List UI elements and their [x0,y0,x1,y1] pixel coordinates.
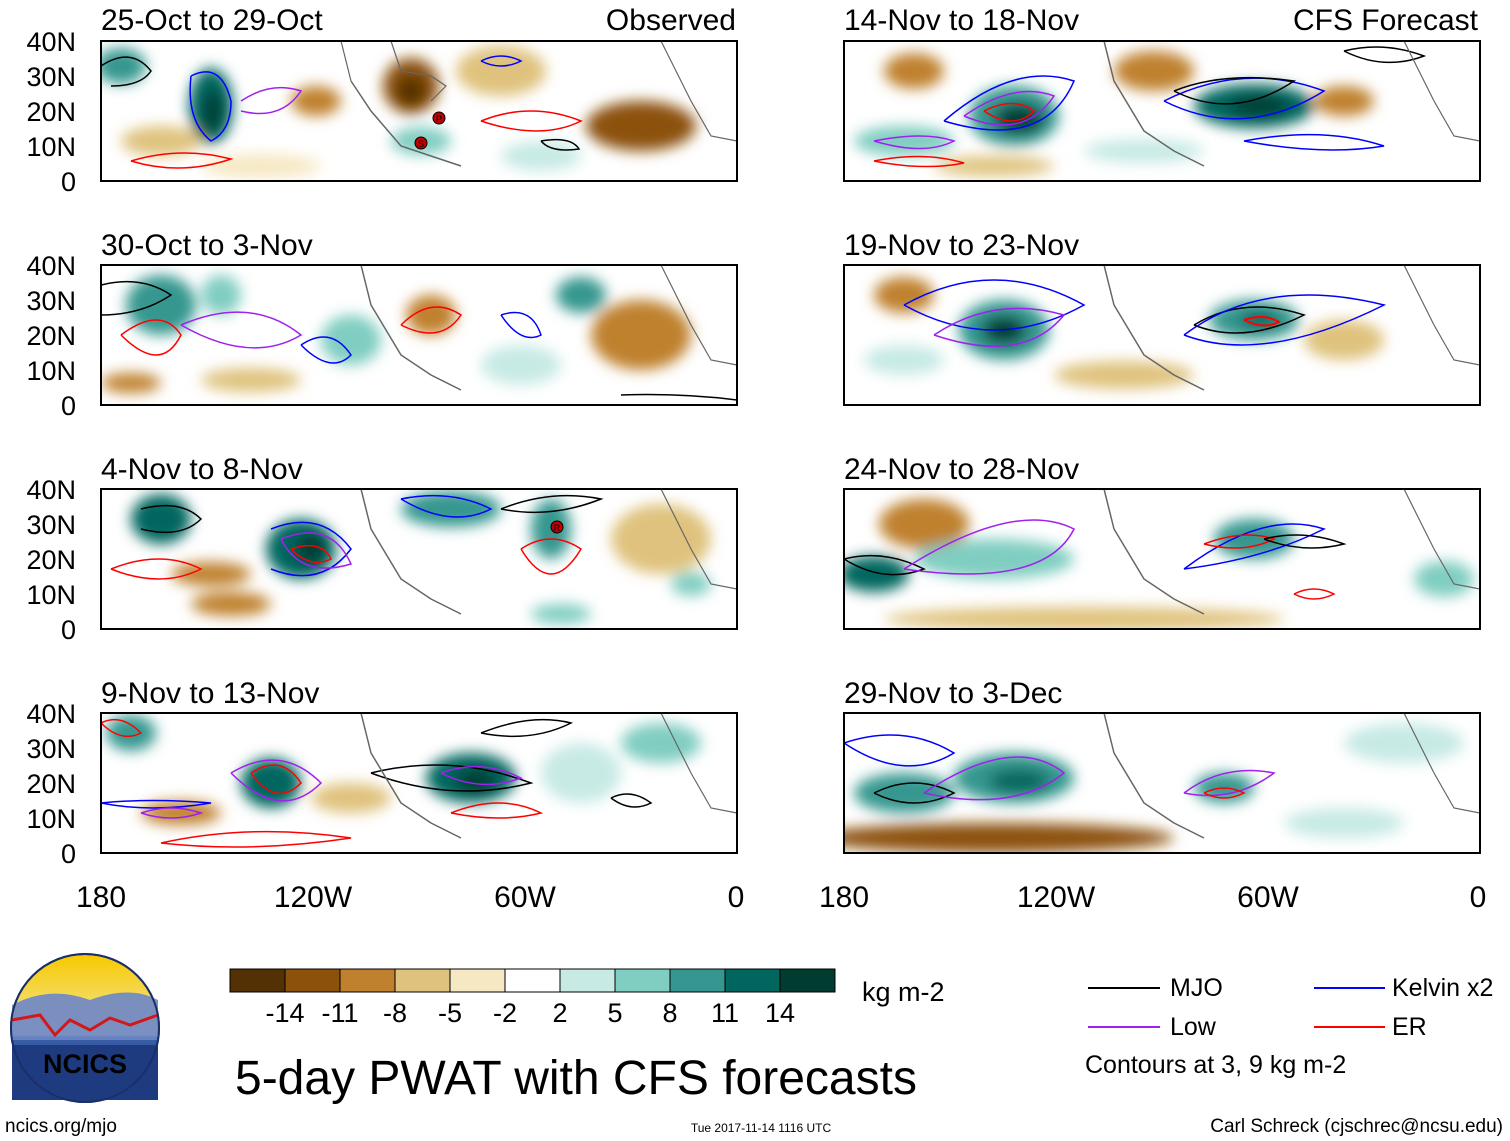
colorbar-swatch [559,968,616,993]
panel-obs2-title: 30-Oct to 3-Nov [101,229,313,262]
colorbar-label: -11 [321,998,358,1028]
colorbar-swatch [394,968,451,993]
colorbar-units: kg m-2 [862,977,945,1007]
colorbar-swatch [449,968,506,993]
colorbar-label: -8 [383,998,407,1028]
lat-tick: 30N [26,62,76,92]
lon-axis-left: 180 120W 60W 0 [76,881,744,914]
legend: MJO Kelvin x2 Low ER Contours at 3, 9 kg… [1085,974,1493,1079]
colorbar-swatch [724,968,781,993]
colorbar-label: 8 [662,998,677,1028]
lat-axis-obs4: 40N 30N 20N 10N 0 [26,699,76,869]
figure-title: 5-day PWAT with CFS forecasts [235,1052,917,1105]
forecast-label: CFS Forecast [1293,4,1479,37]
colorbar-swatch [614,968,671,993]
lon-tick: 0 [728,881,745,914]
lon-tick: 120W [274,881,353,914]
lon-tick: 60W [1237,881,1299,914]
colorbar-swatch [339,968,396,993]
colorbar-label: -2 [493,998,517,1028]
lat-tick: 20N [26,321,76,351]
lat-axis-obs3: 40N 30N 20N 10N 0 [26,475,76,645]
colorbar-swatch [669,968,726,993]
panel-obs1: P S [100,40,738,182]
lat-tick: 10N [26,132,76,162]
panel-fc1 [843,40,1481,182]
legend-er-label: ER [1392,1013,1427,1041]
colorbar: -14 -11 -8 -5 -2 2 5 8 11 14 [229,968,836,1028]
panel-obs3: R [100,488,738,630]
panel-fc4-title: 29-Nov to 3-Dec [844,677,1062,710]
colorbar-label: -5 [438,998,462,1028]
observed-label: Observed [606,4,736,37]
panel-obs4 [100,712,738,854]
lon-tick: 0 [1470,881,1487,914]
lat-tick: 20N [26,545,76,575]
legend-mjo-label: MJO [1170,974,1223,1002]
colorbar-label: 2 [552,998,567,1028]
lat-tick: 0 [61,615,76,645]
lon-tick: 60W [494,881,556,914]
storm-marker-p: P [436,114,442,124]
legend-low-label: Low [1170,1013,1217,1041]
lat-axis-obs2: 40N 30N 20N 10N 0 [26,251,76,421]
lat-tick: 20N [26,769,76,799]
lat-tick: 30N [26,510,76,540]
lon-axis-right: 180 120W 60W 0 [819,881,1486,914]
panel-fc2 [843,264,1481,406]
logo-text: NCICS [43,1049,127,1079]
lat-tick: 20N [26,97,76,127]
panel-fc3 [843,488,1481,630]
panel-obs1-title: 25-Oct to 29-Oct [101,4,323,37]
colorbar-swatch [779,968,836,993]
lat-tick: 10N [26,804,76,834]
ncics-logo: NCICS [10,953,160,1103]
lat-axis-obs1: 40N 30N 20N 10N 0 [26,27,76,197]
storm-marker-s: S [418,139,424,149]
lon-tick: 120W [1017,881,1096,914]
lat-tick: 40N [26,251,76,281]
colorbar-label: -14 [265,998,304,1028]
legend-contours-note: Contours at 3, 9 kg m-2 [1085,1051,1346,1079]
lat-tick: 0 [61,167,76,197]
panel-fc4 [843,712,1481,854]
lat-tick: 40N [26,475,76,505]
lat-tick: 0 [61,391,76,421]
lon-tick: 180 [819,881,869,914]
panel-obs2 [100,264,738,406]
legend-kelvin-label: Kelvin x2 [1392,974,1493,1002]
colorbar-swatch [284,968,341,993]
colorbar-label: 5 [607,998,622,1028]
lat-tick: 10N [26,580,76,610]
footer-credit: Carl Schreck (cjschrec@ncsu.edu) [1210,1116,1503,1137]
lat-tick: 10N [26,356,76,386]
panel-obs4-title: 9-Nov to 13-Nov [101,677,319,710]
colorbar-label: 14 [765,998,795,1028]
panel-fc2-title: 19-Nov to 23-Nov [844,229,1079,262]
storm-marker-r: R [554,523,561,533]
lat-tick: 30N [26,286,76,316]
footer-timestamp: Tue 2017-11-14 1116 UTC [691,1121,832,1135]
colorbar-label: 11 [711,998,739,1028]
panel-obs3-title: 4-Nov to 8-Nov [101,453,303,486]
lon-tick: 180 [76,881,126,914]
lat-tick: 40N [26,27,76,57]
panel-fc1-title: 14-Nov to 18-Nov [844,4,1079,37]
lat-tick: 40N [26,699,76,729]
colorbar-swatch [229,968,286,993]
footer-url: ncics.org/mjo [5,1116,117,1137]
lat-tick: 0 [61,839,76,869]
colorbar-swatch [504,968,561,993]
panel-fc3-title: 24-Nov to 28-Nov [844,453,1079,486]
lat-tick: 30N [26,734,76,764]
